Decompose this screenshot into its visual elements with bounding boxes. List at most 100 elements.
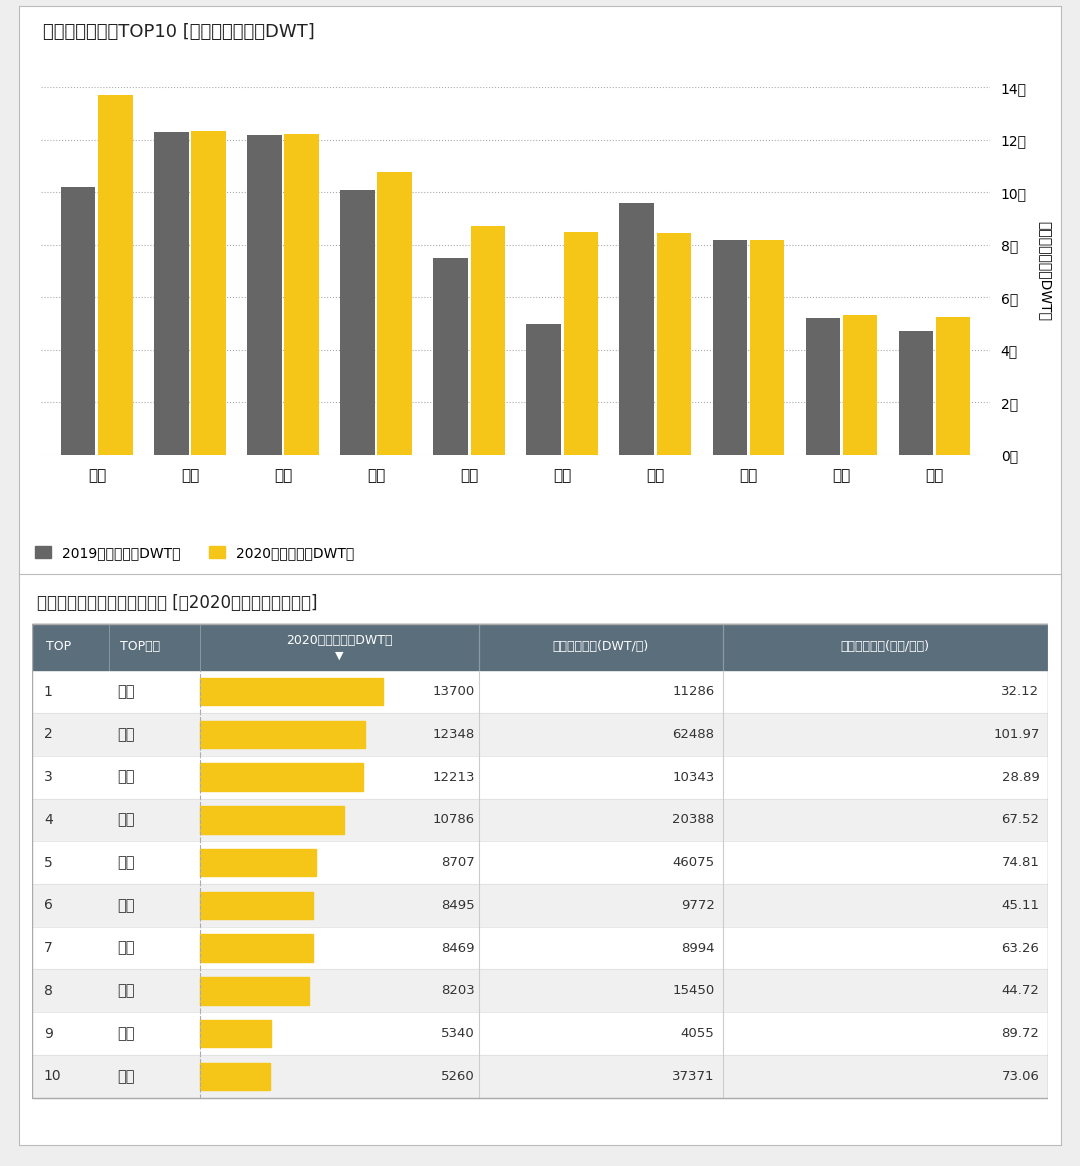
Bar	[200, 892, 313, 919]
Bar	[564, 232, 598, 455]
Text: 10: 10	[44, 1069, 62, 1083]
Text: 宁波: 宁波	[118, 770, 135, 785]
Text: 28.89: 28.89	[1002, 771, 1039, 784]
Text: 国内液散货港口TOP10 [挂靠载重吨，万DWT]: 国内液散货港口TOP10 [挂靠载重吨，万DWT]	[43, 23, 315, 41]
Text: 63.26: 63.26	[1001, 942, 1039, 955]
Bar	[200, 849, 316, 877]
Text: 45.11: 45.11	[1001, 899, 1039, 912]
Text: 青岛: 青岛	[118, 726, 135, 742]
Text: 3: 3	[44, 770, 53, 785]
Text: 1: 1	[44, 684, 53, 698]
Text: 8707: 8707	[442, 856, 475, 869]
Bar	[433, 258, 468, 455]
Text: 7: 7	[44, 941, 53, 955]
Text: 37371: 37371	[672, 1070, 715, 1083]
Bar	[32, 1012, 1048, 1055]
Text: ▼: ▼	[335, 651, 343, 660]
Bar	[806, 318, 840, 455]
Text: 15450: 15450	[673, 984, 715, 997]
Text: 上海: 上海	[118, 898, 135, 913]
Bar	[32, 624, 1048, 670]
Bar	[526, 324, 561, 455]
Text: 89.72: 89.72	[1001, 1027, 1039, 1040]
Bar	[32, 756, 1048, 799]
Text: 74.81: 74.81	[1001, 856, 1039, 869]
Bar	[842, 315, 877, 455]
Bar	[936, 317, 970, 455]
Bar	[657, 232, 691, 455]
Bar	[899, 331, 933, 455]
Legend: 2019年挂靠（万DWT）, 2020年挂靠（万DWT）: 2019年挂靠（万DWT）, 2020年挂靠（万DWT）	[29, 540, 361, 566]
Bar	[32, 969, 1048, 1012]
Text: 46075: 46075	[673, 856, 715, 869]
Bar	[284, 134, 319, 455]
Bar	[200, 764, 363, 791]
Bar	[750, 239, 784, 455]
Bar	[32, 799, 1048, 841]
Bar	[200, 934, 313, 962]
Bar	[32, 624, 1048, 1097]
Text: 8994: 8994	[681, 942, 715, 955]
Bar	[200, 677, 382, 705]
Text: 4: 4	[44, 813, 53, 827]
Y-axis label: 挂靠载重吨（万DWT）: 挂靠载重吨（万DWT）	[1038, 222, 1052, 321]
Text: TOP港口: TOP港口	[120, 640, 160, 653]
Text: 67.52: 67.52	[1001, 814, 1039, 827]
Text: 10786: 10786	[433, 814, 475, 827]
Text: 国内液散货十大港口数据概览 [按2020年挂靠载重吨降序]: 国内液散货十大港口数据概览 [按2020年挂靠载重吨降序]	[38, 593, 318, 611]
Text: 32.12: 32.12	[1001, 686, 1039, 698]
Bar	[32, 841, 1048, 884]
Bar	[32, 714, 1048, 756]
Bar	[62, 188, 95, 455]
Text: 9: 9	[44, 1026, 53, 1040]
Text: 湛江: 湛江	[118, 1069, 135, 1084]
Text: 11286: 11286	[673, 686, 715, 698]
Text: 5260: 5260	[442, 1070, 475, 1083]
Bar	[200, 977, 309, 1005]
Text: TOP: TOP	[46, 640, 71, 653]
Text: 平均在港时间(小时/船次): 平均在港时间(小时/船次)	[840, 640, 930, 653]
Text: 44.72: 44.72	[1001, 984, 1039, 997]
Bar	[378, 171, 411, 455]
Bar	[247, 135, 282, 455]
Text: 4055: 4055	[680, 1027, 715, 1040]
Text: 10343: 10343	[673, 771, 715, 784]
Bar	[471, 226, 505, 455]
Text: 8: 8	[44, 984, 53, 998]
Text: 101.97: 101.97	[994, 728, 1039, 740]
Text: 5: 5	[44, 856, 53, 870]
Text: 2: 2	[44, 728, 53, 742]
Text: 12348: 12348	[433, 728, 475, 740]
Text: 8203: 8203	[442, 984, 475, 997]
Bar	[32, 927, 1048, 969]
Text: 大连: 大连	[118, 813, 135, 828]
Text: 5340: 5340	[442, 1027, 475, 1040]
Bar	[154, 132, 189, 455]
Text: 6: 6	[44, 898, 53, 912]
Bar	[713, 240, 747, 455]
Text: 惠州: 惠州	[118, 983, 135, 998]
Text: 日照: 日照	[118, 855, 135, 870]
Text: 8469: 8469	[442, 942, 475, 955]
Bar	[32, 670, 1048, 714]
Text: 舟山: 舟山	[118, 684, 135, 700]
Text: 天津: 天津	[118, 941, 135, 956]
Bar	[200, 1062, 270, 1090]
Text: 73.06: 73.06	[1001, 1070, 1039, 1083]
Text: 13700: 13700	[433, 686, 475, 698]
Text: 9772: 9772	[680, 899, 715, 912]
Text: 南京: 南京	[118, 1026, 135, 1041]
Bar	[32, 1055, 1048, 1097]
Text: 20388: 20388	[673, 814, 715, 827]
Bar	[191, 131, 226, 455]
Bar	[340, 190, 375, 455]
Text: 8495: 8495	[442, 899, 475, 912]
Bar	[200, 806, 343, 834]
Text: 62488: 62488	[673, 728, 715, 740]
Bar	[200, 1020, 271, 1047]
Bar	[32, 884, 1048, 927]
Bar	[620, 203, 653, 455]
Text: 平均挂靠吨位(DWT/次): 平均挂靠吨位(DWT/次)	[553, 640, 649, 653]
Text: 2020年挂靠（万DWT）: 2020年挂靠（万DWT）	[286, 634, 393, 647]
Text: 12213: 12213	[432, 771, 475, 784]
